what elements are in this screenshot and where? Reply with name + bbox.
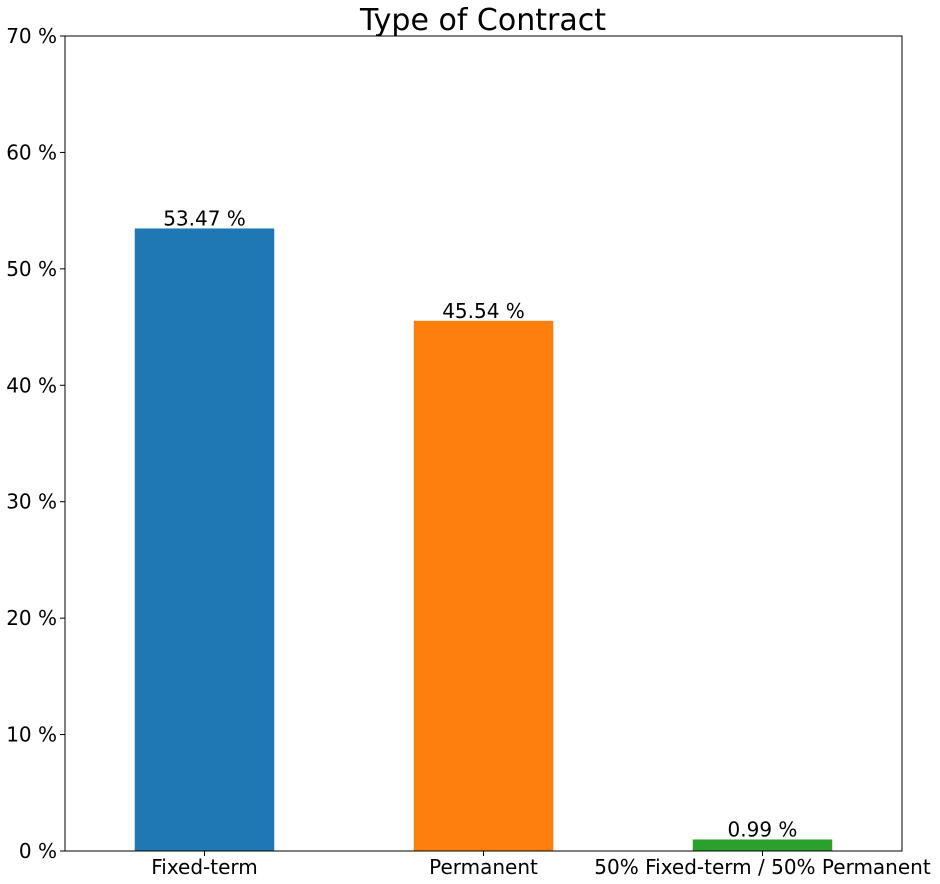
bars-group <box>134 228 833 851</box>
y-axis: 0 % 10 % 20 % 30 % 40 % 50 % 60 % 70 % <box>6 24 65 863</box>
x-tick-label-permanent: Permanent <box>429 855 538 879</box>
y-tick-label: 40 % <box>6 373 57 397</box>
y-tick-label: 70 % <box>6 24 57 48</box>
value-labels-group: 53.47 % 45.54 % 0.99 % <box>163 206 797 841</box>
y-tick-label: 60 % <box>6 140 57 164</box>
plot-frame <box>64 35 903 852</box>
bar-permanent <box>413 320 554 851</box>
bar-50-fixed-term-50-permanent <box>692 839 833 851</box>
y-tick-label: 10 % <box>6 723 57 747</box>
x-tick-label-fixed-term: Fixed-term <box>151 855 258 879</box>
y-tick-label: 50 % <box>6 257 57 281</box>
y-tick-label: 30 % <box>6 490 57 514</box>
bar-fixed-term <box>134 228 275 851</box>
value-label-permanent: 45.54 % <box>442 299 525 323</box>
y-tick-label: 0 % <box>19 839 57 863</box>
x-tick-label-50-fixed-term-50-permanent: 50% Fixed-term / 50% Permanent <box>594 855 931 879</box>
x-axis: Fixed-term Permanent 50% Fixed-term / 50% … <box>151 851 931 879</box>
value-label-50-fixed-term-50-permanent: 0.99 % <box>728 817 798 841</box>
chart-title: Type of Contract <box>359 3 606 38</box>
value-label-fixed-term: 53.47 % <box>163 206 246 230</box>
y-tick-label: 20 % <box>6 606 57 630</box>
